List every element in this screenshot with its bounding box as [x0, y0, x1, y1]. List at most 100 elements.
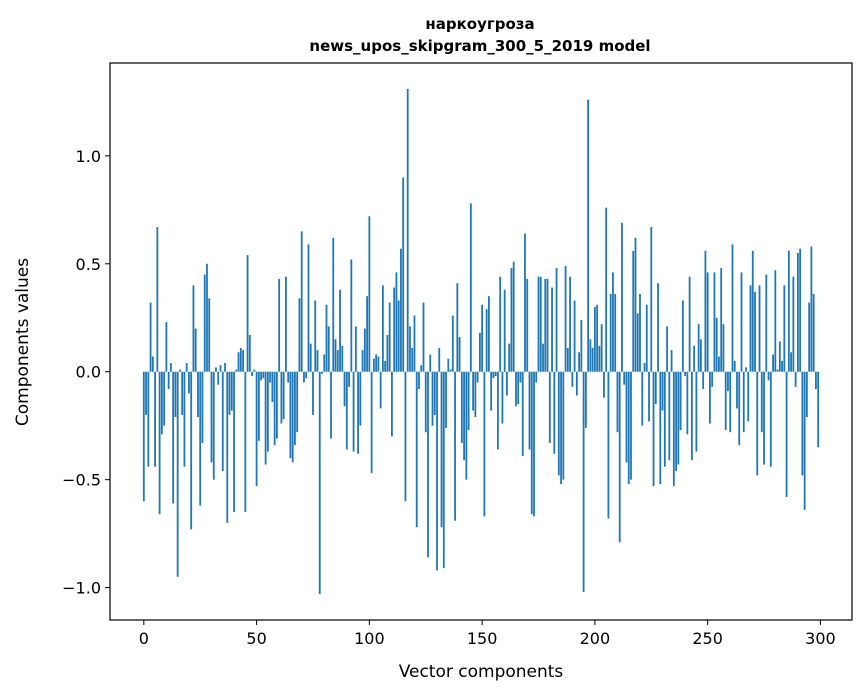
bar: [560, 371, 562, 484]
bar: [206, 263, 208, 372]
y-tick-label: 0.0: [76, 363, 101, 382]
bar: [285, 276, 287, 372]
bar: [237, 352, 240, 372]
x-tick-label: 150: [467, 629, 498, 648]
bar: [562, 371, 565, 480]
bar: [706, 272, 709, 372]
bar: [474, 371, 477, 418]
bar: [332, 237, 335, 372]
bar: [271, 371, 274, 402]
bar: [517, 371, 520, 405]
bar: [709, 371, 711, 424]
bar: [381, 285, 384, 372]
bar: [799, 248, 802, 372]
bar: [300, 231, 303, 372]
bar: [343, 371, 346, 407]
bar: [463, 371, 465, 461]
bar: [429, 354, 432, 372]
bar: [749, 285, 752, 372]
bar: [677, 371, 680, 465]
bar: [729, 371, 732, 433]
bar: [756, 371, 759, 476]
bar: [553, 371, 556, 454]
bar: [264, 371, 267, 465]
bar: [341, 345, 344, 372]
bar: [494, 371, 497, 377]
bar: [167, 371, 170, 389]
bar: [404, 371, 407, 502]
bar: [672, 371, 675, 487]
bar: [524, 233, 526, 372]
bar: [158, 371, 161, 515]
y-tick-label: −0.5: [62, 471, 101, 490]
bar: [569, 276, 571, 372]
bar: [142, 371, 145, 502]
bar: [370, 371, 373, 474]
bar: [451, 315, 454, 372]
bar: [363, 328, 366, 372]
bar: [321, 371, 323, 374]
bar: [472, 371, 474, 411]
bar: [566, 347, 569, 372]
bar: [684, 371, 686, 377]
bar: [224, 363, 226, 372]
bar: [650, 227, 653, 372]
bar: [679, 371, 682, 431]
bar: [230, 371, 233, 411]
bar: [657, 283, 659, 372]
bar: [600, 324, 603, 372]
bar: [781, 360, 783, 372]
bar: [670, 350, 673, 372]
bar: [160, 371, 163, 435]
bar: [397, 300, 400, 372]
bar: [442, 371, 445, 569]
bar: [681, 300, 684, 372]
bar: [406, 88, 409, 372]
bar: [316, 350, 319, 372]
bar: [217, 371, 220, 385]
bar: [411, 347, 414, 372]
bar: [269, 371, 272, 383]
bar: [278, 278, 281, 372]
bar: [763, 371, 765, 465]
bar: [794, 371, 797, 387]
bar: [528, 371, 531, 450]
bar: [280, 371, 283, 424]
bar: [515, 371, 517, 407]
bar: [497, 371, 499, 450]
bar: [533, 371, 535, 517]
bar: [260, 371, 262, 381]
bar: [722, 324, 725, 372]
bar: [210, 371, 213, 463]
bar: [801, 371, 804, 476]
bar: [235, 369, 238, 372]
bar: [255, 371, 258, 487]
y-axis-ticks: −1.0 −0.5 0.0 0.5 1.0: [62, 147, 110, 598]
bar: [727, 371, 729, 392]
bar: [212, 371, 215, 480]
bar: [314, 300, 317, 372]
bar: [492, 371, 495, 379]
bar: [445, 371, 447, 428]
bar: [165, 322, 168, 372]
bar: [420, 365, 423, 372]
bar: [772, 354, 774, 372]
bar: [508, 343, 511, 372]
x-tick-label: 300: [805, 629, 836, 648]
bar: [431, 371, 434, 426]
bar: [476, 371, 479, 383]
bar: [312, 371, 314, 415]
bar: [287, 371, 290, 383]
bar: [767, 371, 770, 381]
bar: [199, 371, 202, 506]
bar: [352, 371, 355, 452]
bar: [551, 287, 553, 372]
bar: [587, 99, 590, 372]
bar: [571, 371, 574, 387]
bar: [724, 371, 727, 431]
bar: [183, 371, 186, 467]
bar: [413, 315, 416, 372]
bar: [519, 371, 522, 383]
bar: [318, 371, 321, 595]
bar: [787, 250, 790, 372]
